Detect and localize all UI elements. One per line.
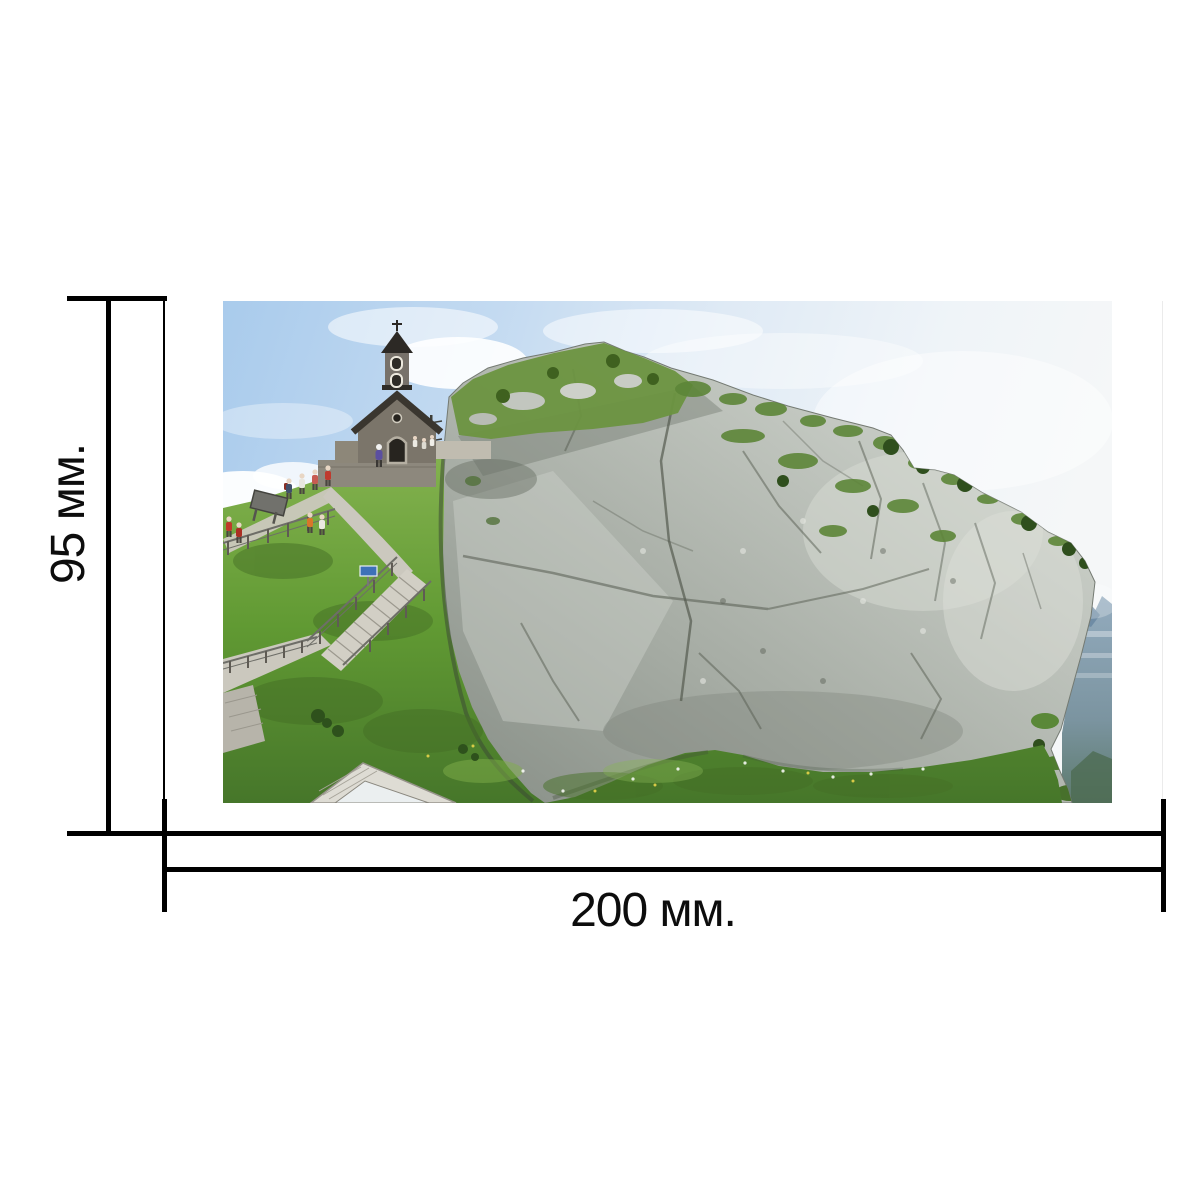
width-dim-left-endbar	[162, 799, 167, 912]
info-sign	[249, 489, 289, 524]
height-dim-line	[106, 296, 111, 836]
right-extension-line	[1162, 301, 1163, 800]
alpine-photo-illustration	[223, 301, 1112, 803]
grass-hill	[223, 447, 1062, 803]
visitors	[226, 435, 435, 543]
width-dim-line	[163, 867, 1166, 872]
height-dimension-label: 95 мм.	[42, 443, 95, 585]
blue-sign	[359, 565, 378, 586]
boulder	[439, 341, 1096, 803]
width-dimension-label: 200 мм.	[570, 884, 737, 937]
left-extension-line	[163, 301, 165, 833]
width-dim-right-endbar	[1161, 799, 1166, 912]
height-dim-top-tick	[67, 296, 167, 301]
skylight-structure	[309, 762, 457, 803]
product-photo	[223, 301, 1112, 803]
height-dim-bottom-tick	[67, 831, 1166, 836]
